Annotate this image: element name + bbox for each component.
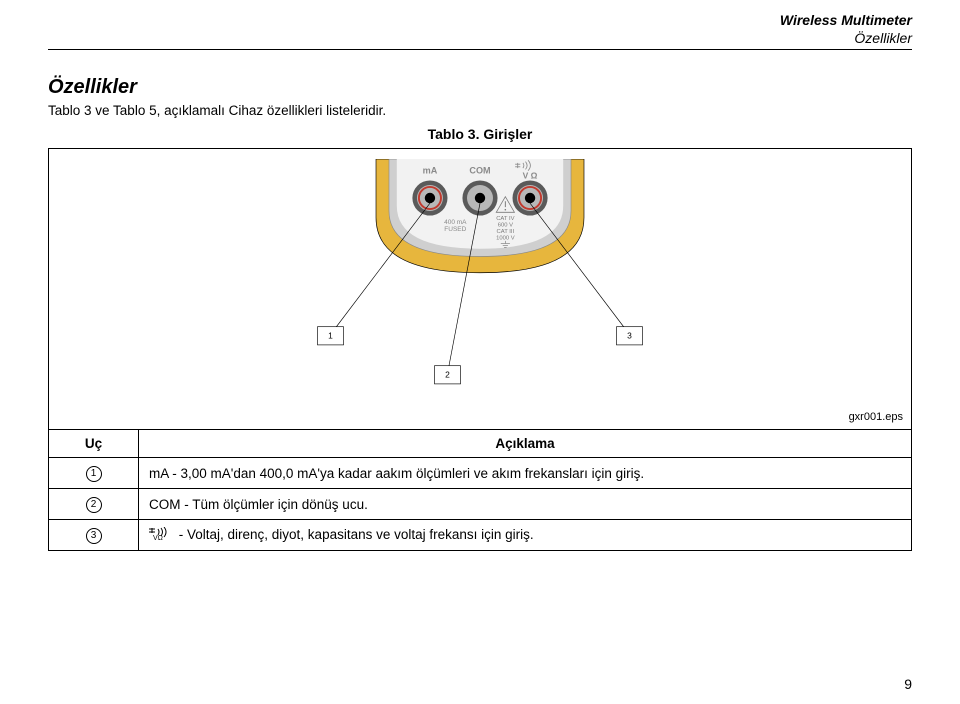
jack-left: [412, 180, 447, 215]
table-row: 3 VΩ - Voltaj, direnç, diyot, kapasitans…: [49, 520, 912, 551]
eps-filename: gxr001.eps: [849, 411, 903, 423]
vohm-icon: VΩ: [149, 527, 175, 544]
jack-right: [513, 180, 548, 215]
cat-line-2: 600 V: [498, 223, 513, 229]
table-row: 2 COM - Tüm ölçümler için dönüş ucu.: [49, 489, 912, 520]
table-caption: Tablo 3. Girişler: [48, 126, 912, 142]
th-desc: Açıklama: [139, 430, 912, 458]
row-desc-1: mA - 3,00 mA'dan 400,0 mA'ya kadar aakım…: [139, 458, 912, 489]
section-title: Özellikler: [48, 76, 912, 99]
device-illustration: mA COM V Ω: [320, 159, 640, 419]
row-desc-2: COM - Tüm ölçümler için dönüş ucu.: [139, 489, 912, 520]
callout-1: 1: [328, 331, 333, 341]
svg-text:VΩ: VΩ: [153, 535, 163, 541]
rating-line-1: 400 mA: [444, 219, 467, 226]
inputs-table: mA COM V Ω: [48, 148, 912, 551]
jack-label-right: V Ω: [523, 171, 538, 181]
jack-label-left: mA: [423, 165, 438, 175]
jack-label-mid: COM: [469, 165, 490, 175]
page-header: Wireless Multimeter Özellikler: [48, 12, 912, 47]
row-num-3: 3: [86, 528, 102, 544]
th-uc: Uç: [49, 430, 139, 458]
cat-line-4: 1000 V: [496, 236, 515, 242]
row-desc-3: VΩ - Voltaj, direnç, diyot, kapasitans v…: [139, 520, 912, 551]
callout-2: 2: [445, 370, 450, 380]
row-num-1: 1: [86, 466, 102, 482]
cat-line-3: CAT III: [497, 229, 515, 235]
header-rule: [48, 49, 912, 50]
jack-mid: [462, 180, 497, 215]
figure-cell: mA COM V Ω: [49, 149, 911, 429]
intro-text: Tablo 3 ve Tablo 5, açıklamalı Cihaz öze…: [48, 103, 912, 118]
device-svg: mA COM V Ω: [130, 159, 830, 419]
header-line1: Wireless Multimeter: [780, 12, 912, 28]
header-line2: Özellikler: [854, 30, 912, 46]
table-row: 1 mA - 3,00 mA'dan 400,0 mA'ya kadar aak…: [49, 458, 912, 489]
page-number: 9: [904, 676, 912, 692]
row-num-2: 2: [86, 497, 102, 513]
rating-line-2: FUSED: [444, 226, 466, 233]
cat-line-1: CAT IV: [496, 216, 514, 222]
row-desc-3-text: - Voltaj, direnç, diyot, kapasitans ve v…: [175, 527, 534, 542]
callout-3: 3: [627, 331, 632, 341]
